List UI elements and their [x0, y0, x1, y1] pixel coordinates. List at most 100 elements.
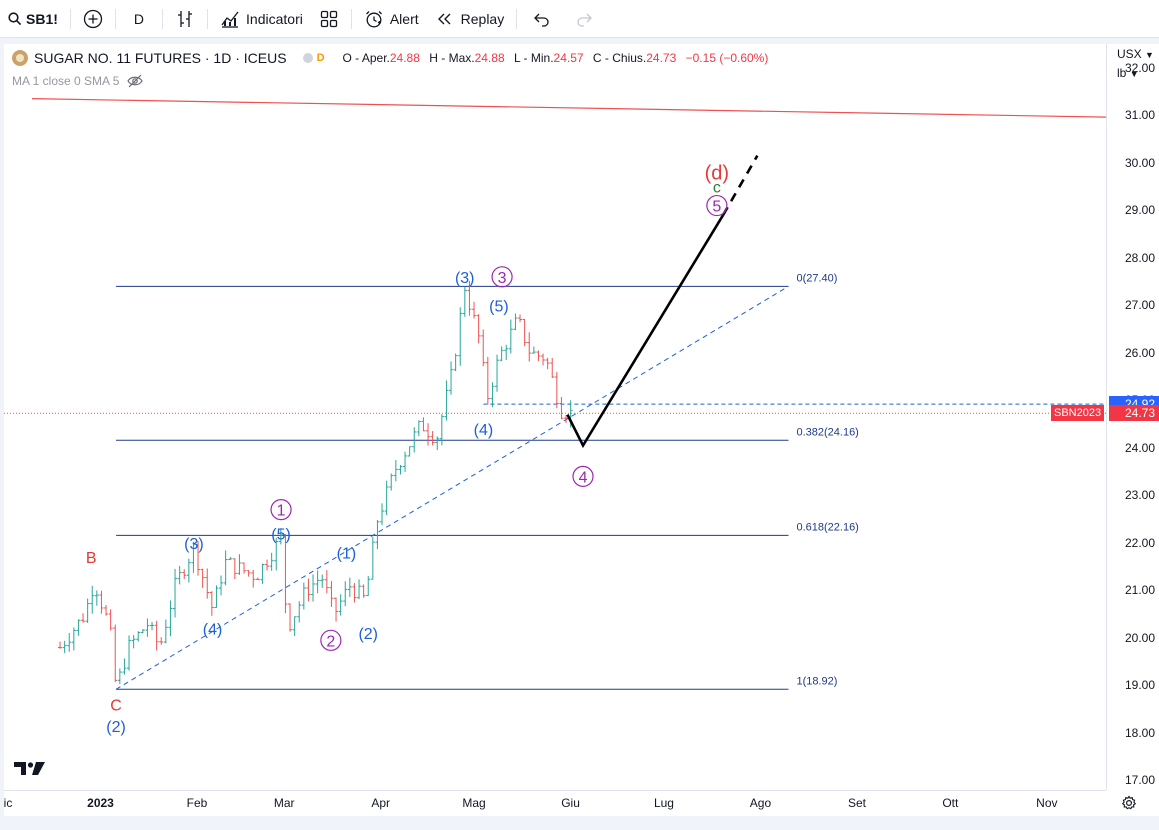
replay-button[interactable]: Replay	[427, 0, 513, 38]
price-chart[interactable]: 0(27.40) 0.382(24.16) 0.618(22.16) 1(18.92)…	[4, 44, 1106, 790]
indicators-icon	[221, 11, 239, 28]
alarm-clock-icon	[365, 10, 382, 27]
trend-line	[115, 285, 789, 690]
wave-label: 3	[498, 270, 507, 287]
time-tick-label: Giu	[561, 796, 580, 810]
wave-label: 1	[277, 503, 286, 520]
eye-crossed-icon[interactable]	[127, 74, 144, 88]
price-tick-label: 18.00	[1124, 725, 1155, 740]
fib-level-label: 1(18.92)	[796, 675, 837, 687]
chart-frame-left	[0, 38, 4, 830]
time-tick-label: 2023	[87, 796, 114, 810]
chart-pane[interactable]: 0(27.40) 0.382(24.16) 0.618(22.16) 1(18.92)…	[4, 44, 1106, 790]
time-tick-label: Ago	[749, 796, 772, 810]
toolbar-divider	[350, 8, 352, 29]
wave-label: (2)	[106, 719, 126, 736]
gear-icon	[1121, 795, 1137, 810]
price-tick-label: 17.00	[1124, 773, 1155, 788]
indicators-button[interactable]: Indicatori	[212, 0, 311, 38]
redo-button[interactable]	[563, 0, 605, 38]
wave-label: (2)	[358, 626, 378, 643]
time-tick-label: Feb	[186, 796, 208, 810]
time-tick-label: Mag	[462, 796, 486, 810]
wave-label: B	[86, 550, 97, 567]
change-value: −0.15 (−0.60%)	[685, 51, 769, 65]
price-tick-label: 21.00	[1124, 583, 1155, 598]
delayed-badge[interactable]: D	[316, 52, 325, 64]
projection-path	[566, 214, 725, 449]
top-toolbar: SB1! D Indicatori Alert Replay	[0, 0, 1159, 38]
wave-label: (4)	[203, 621, 223, 638]
chart-frame-top	[0, 38, 1159, 44]
redo-icon	[577, 13, 593, 27]
price-tick-label: 32.00	[1124, 60, 1155, 75]
price-tick-label: 29.00	[1124, 203, 1155, 218]
price-tick-label: 19.00	[1124, 678, 1155, 693]
wave-label: (5)	[271, 526, 291, 543]
chart-type-button[interactable]	[167, 0, 203, 38]
wave-label: (3)	[184, 536, 204, 553]
tradingview-logo-icon	[14, 762, 45, 775]
unit-label: lb	[1117, 66, 1127, 80]
time-tick-label: Mar	[273, 796, 295, 810]
toolbar-divider	[516, 8, 518, 29]
currency-label: USX	[1117, 47, 1142, 61]
symbol-logo-icon	[12, 50, 28, 66]
compare-symbol-button[interactable]	[75, 0, 111, 38]
unit-selector[interactable]: lb ▼	[1117, 66, 1139, 80]
time-tick-label: Nov	[1036, 796, 1058, 810]
alert-button[interactable]: Alert	[356, 0, 427, 38]
close-value: 24.73	[646, 51, 677, 65]
undo-button[interactable]	[521, 0, 563, 38]
layouts-button[interactable]	[311, 0, 347, 38]
close-label: C - Chius.	[592, 51, 647, 65]
toolbar-divider	[114, 8, 116, 29]
time-tick-label: Apr	[371, 796, 391, 810]
wave-label: (3)	[455, 270, 475, 287]
high-value: 24.88	[474, 51, 505, 65]
ma-label: MA 1 close 0 SMA 5	[12, 74, 120, 88]
interval-button[interactable]: D	[120, 0, 158, 38]
symbol-search-button[interactable]: SB1!	[0, 0, 66, 38]
open-label: O - Aper.	[342, 51, 390, 65]
resistance-line	[32, 98, 1106, 118]
legend-title[interactable]: SUGAR NO. 11 FUTURES · 1D · ICEUS	[34, 50, 287, 66]
symbol-label: SB1!	[26, 10, 58, 27]
price-tick-label: 31.00	[1124, 108, 1155, 123]
toolbar-divider	[207, 8, 209, 29]
fib-level-label: 0(27.40)	[796, 272, 837, 284]
contract-symbol-badge: SBN2023	[1051, 405, 1105, 422]
replay-label: Replay	[460, 10, 505, 27]
wave-label: 4	[579, 469, 588, 486]
time-tick-label: Ott	[942, 796, 959, 810]
ma-legend[interactable]: MA 1 close 0 SMA 5	[12, 74, 144, 88]
price-tick-label: 30.00	[1124, 155, 1155, 170]
wave-label-circle	[320, 629, 342, 651]
low-label: L - Min.	[513, 51, 554, 65]
currency-selector[interactable]: USX ▼	[1117, 47, 1154, 61]
last-price-badge: 24.73	[1109, 405, 1159, 422]
wave-label: (d)	[705, 162, 729, 184]
price-tick-label: 26.00	[1124, 345, 1155, 360]
price-tick-label: 22.00	[1124, 535, 1155, 550]
tradingview-logo[interactable]	[14, 760, 46, 781]
grid-icon	[320, 10, 337, 27]
search-icon	[8, 11, 22, 25]
time-tick-label: Lug	[653, 796, 674, 810]
price-tick-label: 28.00	[1124, 250, 1155, 265]
high-label: H - Max.	[429, 51, 475, 65]
price-tick-label: 20.00	[1124, 630, 1155, 645]
chart-legend: SUGAR NO. 11 FUTURES · 1D · ICEUS D O - …	[12, 50, 774, 66]
fib-level-label: 0.618(22.16)	[796, 521, 858, 533]
open-value: 24.88	[389, 51, 420, 65]
wave-label: C	[110, 697, 122, 714]
time-tick-label: Set	[847, 796, 866, 810]
wave-label: c	[713, 180, 721, 197]
chart-settings-button[interactable]	[1121, 795, 1137, 816]
wave-label: (5)	[489, 298, 509, 315]
bottom-strip	[0, 816, 1159, 830]
time-axis[interactable]: ic 2023 Feb Mar Apr Mag Giu Lug Ago Set Ott Nov	[4, 790, 1106, 816]
wave-label: (1)	[337, 545, 357, 562]
bars-chart-icon	[178, 10, 193, 27]
price-axis[interactable]: USX ▼ lb ▼ 32.00 31.00 30.00 29.00 28.00 27.0…	[1106, 44, 1159, 790]
